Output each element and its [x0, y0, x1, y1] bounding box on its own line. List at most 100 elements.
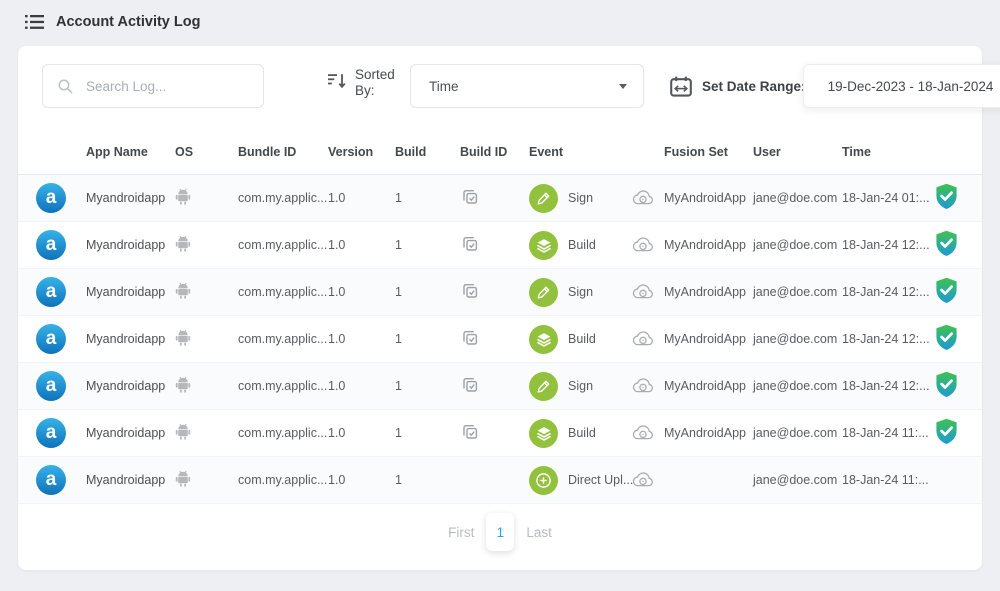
- bundle-id: com.my.applic...: [238, 473, 328, 487]
- build-id-cell: [460, 375, 529, 398]
- event-time: 18-Jan-24 11:...: [842, 426, 929, 440]
- date-range-group: Set Date Range:: [670, 76, 806, 97]
- build: 1: [395, 238, 402, 252]
- build: 1: [395, 332, 402, 346]
- status-cell: [935, 277, 975, 307]
- event-time: 18-Jan-24 12:...: [842, 285, 930, 299]
- pagination-current-page[interactable]: 1: [486, 513, 515, 551]
- build-layers-icon: [536, 238, 551, 253]
- event-cell: Sign: [529, 371, 631, 401]
- status-cell: [935, 324, 975, 354]
- deploy-cell: [631, 423, 664, 444]
- col-fusion-set: Fusion Set: [664, 145, 728, 159]
- table-row[interactable]: a Myandroidapp com.my.applic... 1.0 1: [18, 175, 982, 222]
- col-event: Event: [529, 145, 564, 159]
- shield-check-icon[interactable]: [935, 371, 958, 398]
- deploy-cell: [631, 282, 664, 303]
- cloud-icon[interactable]: [631, 235, 655, 253]
- status-cell: [935, 230, 975, 260]
- date-range-label: Set Date Range:: [702, 79, 806, 94]
- bundle-id: com.my.applic...: [238, 285, 328, 299]
- app-icon-cell: a: [36, 324, 86, 354]
- user-email: jane@doe.com: [753, 426, 838, 440]
- search-input[interactable]: [84, 77, 248, 95]
- cloud-icon[interactable]: [631, 423, 655, 441]
- cloud-icon[interactable]: [631, 329, 655, 347]
- user-email: jane@doe.com: [753, 332, 838, 346]
- fusion-set: MyAndroidApp: [664, 379, 746, 393]
- shield-check-icon[interactable]: [935, 418, 958, 445]
- cloud-icon[interactable]: [631, 376, 655, 394]
- search-box[interactable]: [42, 64, 264, 108]
- android-icon: [175, 235, 191, 252]
- pagination-last-button[interactable]: Last: [526, 524, 552, 540]
- copy-check-icon[interactable]: [460, 328, 480, 348]
- chevron-down-icon: [619, 83, 627, 89]
- cloud-icon[interactable]: [631, 188, 655, 206]
- table-row[interactable]: a Myandroidapp com.my.applic... 1.0 1: [18, 410, 982, 457]
- bundle-id: com.my.applic...: [238, 191, 328, 205]
- event-label: Build: [568, 332, 596, 346]
- table-row[interactable]: a Myandroidapp com.my.applic... 1.0 1: [18, 222, 982, 269]
- fusion-set: MyAndroidApp: [664, 332, 746, 346]
- app-logo-icon: a: [36, 230, 66, 260]
- app-name: Myandroidapp: [86, 238, 166, 252]
- os-cell: [175, 282, 238, 303]
- build-layers-icon: [536, 426, 551, 441]
- activity-log-card: Sorted By: Time Set Date Range: 19-Dec-2…: [18, 46, 1000, 570]
- col-bundle-id: Bundle ID: [238, 145, 297, 159]
- table-header-row: App Name OS Bundle ID Version Build Buil…: [18, 130, 982, 175]
- copy-check-icon[interactable]: [460, 281, 480, 301]
- version: 1.0: [328, 332, 346, 346]
- copy-check-icon[interactable]: [460, 187, 480, 207]
- copy-check-icon[interactable]: [460, 375, 480, 395]
- app-icon-cell: a: [36, 371, 86, 401]
- shield-check-icon[interactable]: [935, 183, 958, 210]
- build-layers-icon: [536, 332, 551, 347]
- sort-arrows-icon: [328, 73, 347, 94]
- calendar-range-icon: [670, 76, 692, 97]
- event-label: Build: [568, 238, 596, 252]
- cloud-icon[interactable]: [631, 282, 655, 300]
- event-label: Direct Upl...: [568, 473, 634, 487]
- sort-select[interactable]: Time: [410, 64, 644, 108]
- activity-table: App Name OS Bundle ID Version Build Buil…: [18, 130, 982, 504]
- build-id-cell: [460, 328, 529, 351]
- app-name: Myandroidapp: [86, 379, 166, 393]
- cloud-icon[interactable]: [631, 470, 655, 488]
- pagination: First 1 Last: [18, 506, 982, 558]
- pagination-first-button[interactable]: First: [448, 524, 475, 540]
- search-icon: [58, 78, 73, 93]
- sort-selected-value: Time: [429, 78, 459, 94]
- shield-check-icon[interactable]: [935, 324, 958, 351]
- copy-check-icon[interactable]: [460, 234, 480, 254]
- app-icon-cell: a: [36, 230, 86, 260]
- event-cell: Build: [529, 230, 631, 260]
- build: 1: [395, 473, 402, 487]
- deploy-cell: [631, 376, 664, 397]
- table-row[interactable]: a Myandroidapp com.my.applic... 1.0 1: [18, 457, 982, 504]
- copy-check-icon[interactable]: [460, 422, 480, 442]
- date-range-input[interactable]: 19-Dec-2023 - 18-Jan-2024: [803, 64, 1000, 108]
- shield-check-icon[interactable]: [935, 277, 958, 304]
- table-row[interactable]: a Myandroidapp com.my.applic... 1.0 1: [18, 316, 982, 363]
- app-name: Myandroidapp: [86, 426, 166, 440]
- app-icon-cell: a: [36, 465, 86, 495]
- table-row[interactable]: a Myandroidapp com.my.applic... 1.0 1: [18, 363, 982, 410]
- app-name: Myandroidapp: [86, 473, 166, 487]
- list-icon[interactable]: [25, 14, 44, 30]
- event-badge: [529, 465, 558, 495]
- app-name: Myandroidapp: [86, 191, 166, 205]
- bundle-id: com.my.applic...: [238, 238, 328, 252]
- bundle-id: com.my.applic...: [238, 379, 328, 393]
- event-label: Sign: [568, 285, 594, 299]
- event-time: 18-Jan-24 11:...: [842, 473, 929, 487]
- table-row[interactable]: a Myandroidapp com.my.applic... 1.0 1: [18, 269, 982, 316]
- build: 1: [395, 285, 402, 299]
- status-cell: [935, 371, 975, 401]
- event-badge: [529, 371, 558, 401]
- shield-check-icon[interactable]: [935, 230, 958, 257]
- app-logo-icon: a: [36, 371, 66, 401]
- event-badge: [529, 277, 558, 307]
